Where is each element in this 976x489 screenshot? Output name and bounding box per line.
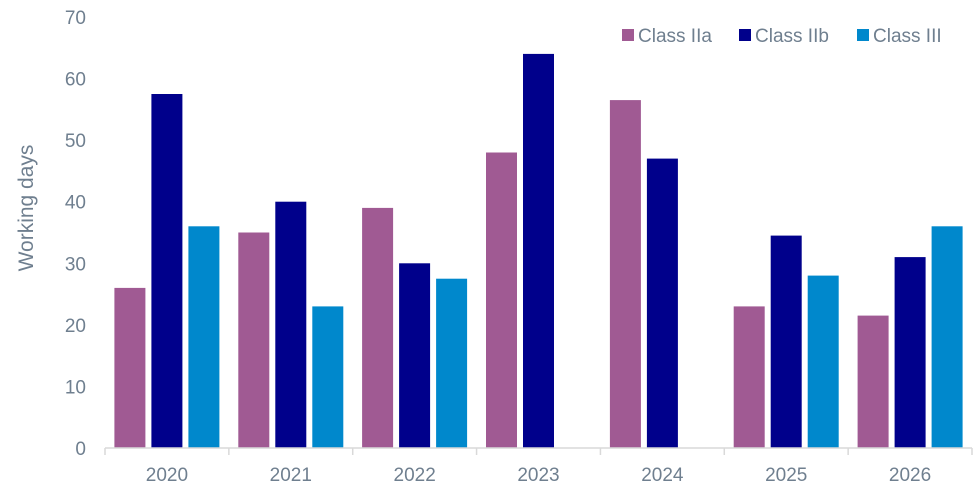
bar-class-iib-2023: [523, 53, 554, 449]
x-tick-label: 2021: [270, 465, 312, 486]
bar-class-iia-2026: [857, 315, 889, 448]
x-tick-label: 2026: [889, 465, 931, 486]
legend: Class IIa Class IIb Class III: [622, 26, 942, 47]
bars: [114, 53, 963, 449]
x-tick-label: 2024: [641, 465, 684, 486]
x-tick-label: 2023: [517, 465, 559, 486]
y-axis-ticks: 0 10 20 30 40 50 60 70: [65, 8, 86, 460]
bar-class-iii-2020: [188, 226, 220, 448]
bar-class-iia-2025: [733, 306, 765, 448]
y-tick-label: 0: [75, 439, 86, 460]
y-tick-label: 10: [65, 377, 86, 398]
bar-class-iii-2026: [931, 226, 963, 448]
x-tick-label: 2020: [146, 465, 188, 486]
y-tick-label: 70: [65, 8, 86, 29]
legend-label: Class IIa: [638, 26, 712, 47]
y-tick-label: 40: [65, 193, 86, 214]
bar-class-iii-2025: [807, 275, 839, 448]
bar-class-iii-2022: [436, 278, 468, 448]
x-axis-ticks: 2020 2021 2022 2023 2024 2025 2026: [146, 465, 931, 486]
y-tick-label: 20: [65, 316, 86, 337]
legend-label: Class III: [873, 26, 942, 47]
bar-class-iia-2021: [238, 232, 270, 448]
y-tick-label: 60: [65, 70, 86, 91]
bar-class-iib-2025: [770, 235, 802, 448]
bar-class-iia-2022: [362, 207, 394, 448]
bar-class-iia-2024: [609, 100, 641, 448]
y-tick-label: 30: [65, 254, 86, 275]
x-tick-label: 2022: [394, 465, 436, 486]
bar-class-iib-2022: [399, 263, 431, 448]
legend-swatch: [857, 29, 869, 41]
y-axis-title-group: Working days: [15, 145, 38, 272]
bar-class-iib-2026: [894, 257, 926, 448]
legend-swatch: [622, 29, 634, 41]
legend-label: Class IIb: [755, 26, 829, 47]
y-axis-title: Working days: [15, 145, 38, 272]
bar-class-iia-2020: [114, 287, 146, 448]
x-tick-label: 2025: [765, 465, 807, 486]
bar-class-iia-2023: [486, 152, 517, 448]
bar-class-iii-2021: [312, 306, 344, 448]
bar-class-iib-2021: [275, 201, 307, 448]
legend-swatch: [739, 29, 751, 41]
x-axis: [104, 447, 973, 455]
bar-class-iib-2024: [646, 158, 678, 448]
bar-class-iib-2020: [151, 94, 183, 448]
y-tick-label: 50: [65, 131, 86, 152]
